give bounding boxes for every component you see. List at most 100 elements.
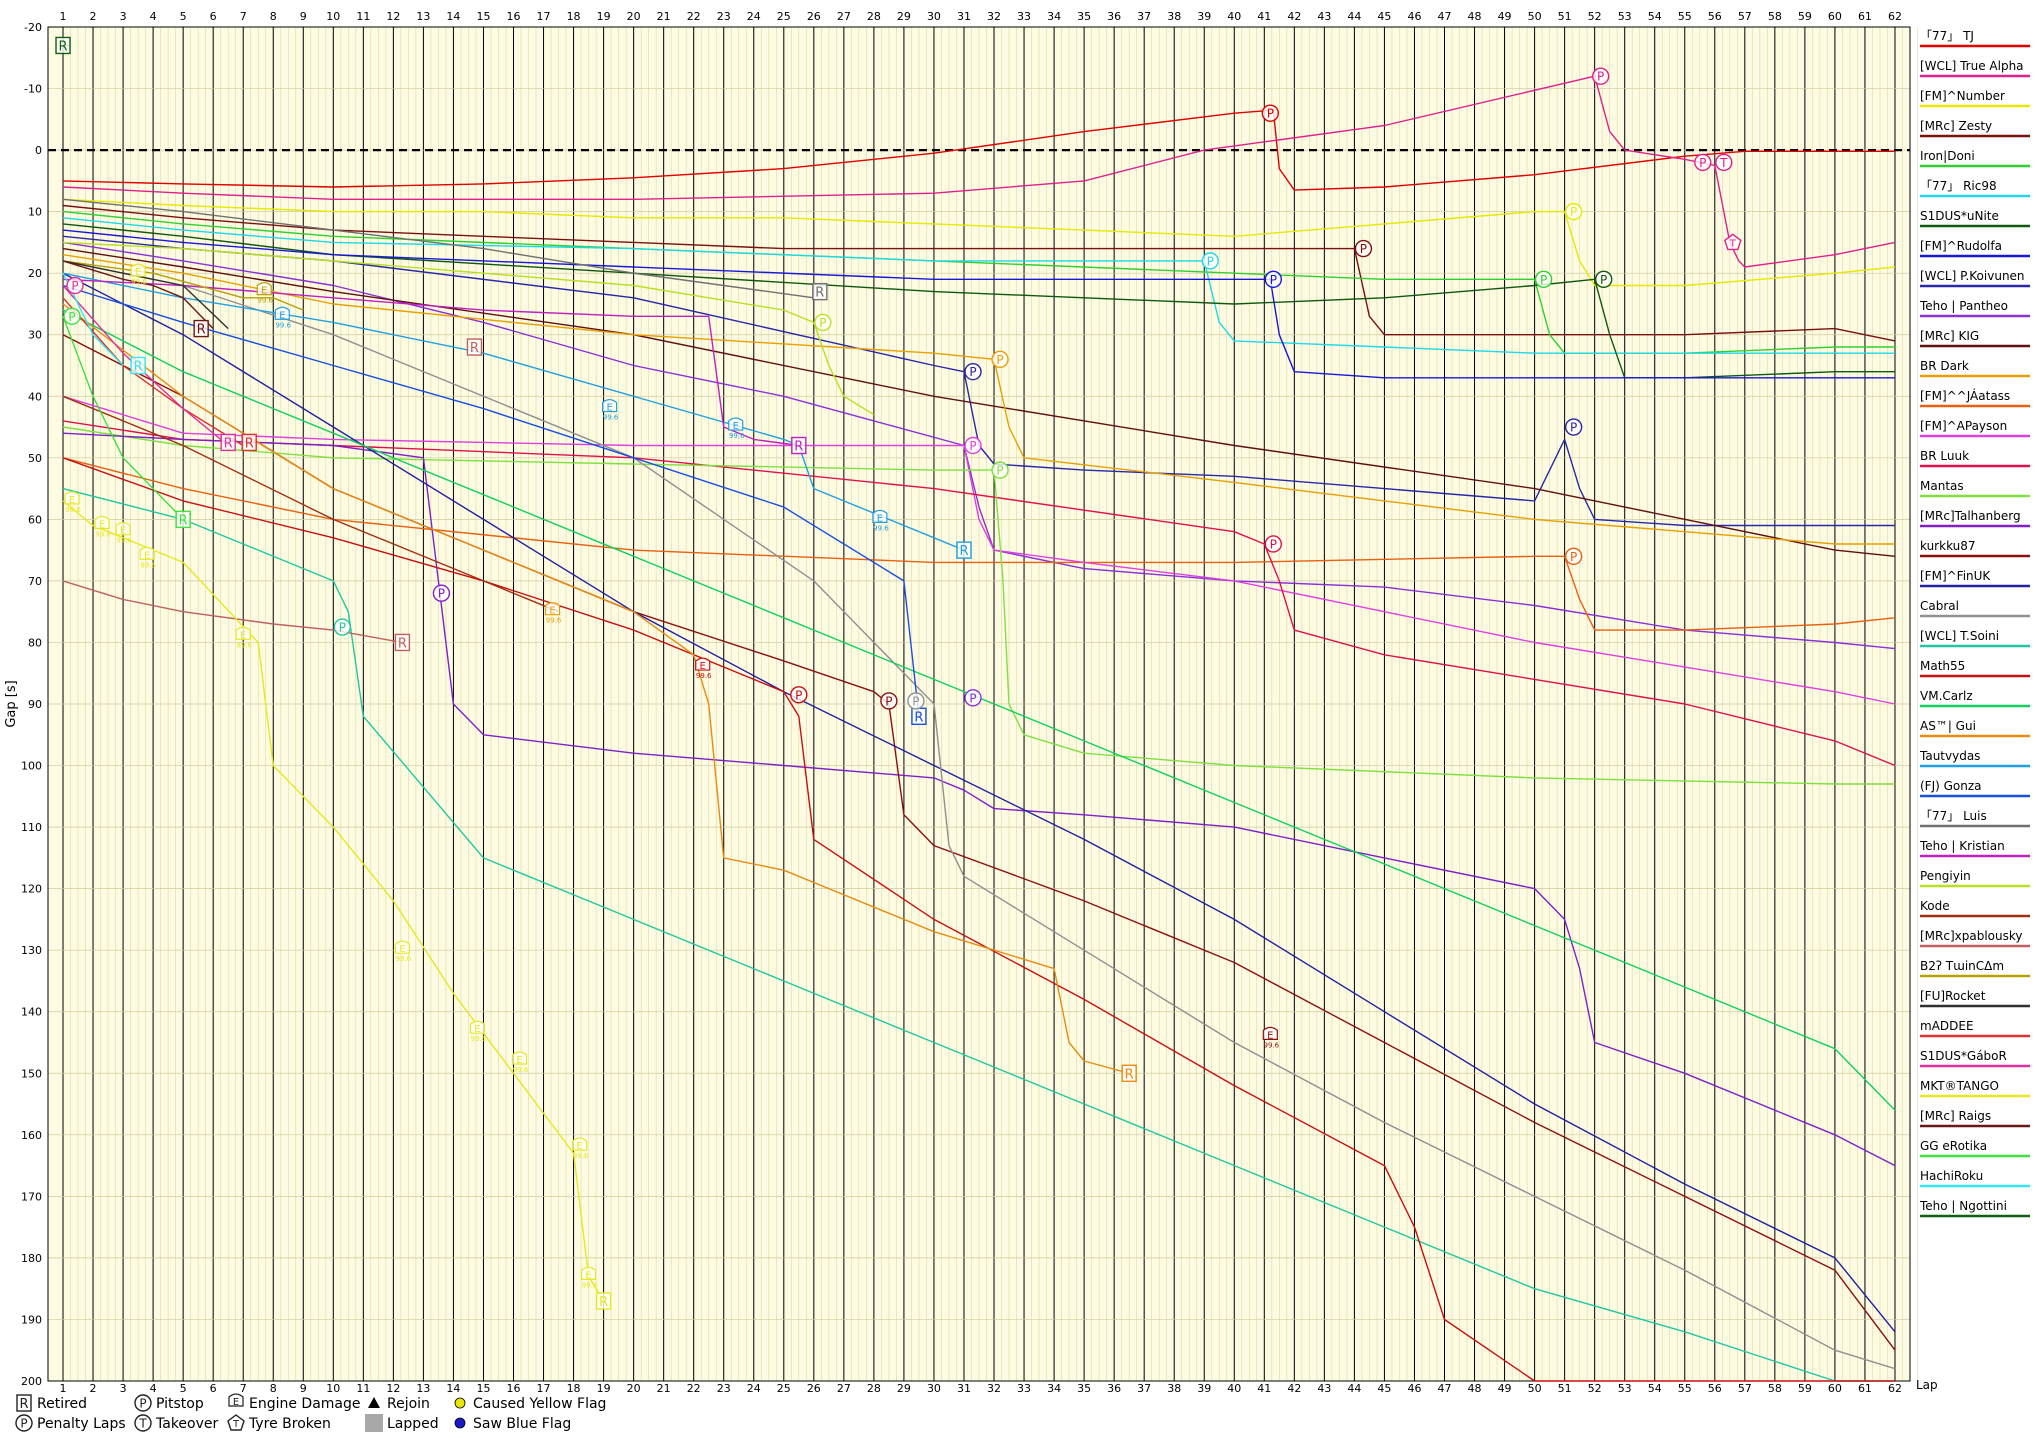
x-tick-label-top: 20 bbox=[627, 10, 641, 23]
x-tick-label-top: 24 bbox=[747, 10, 761, 23]
event-marker-51-letter: E bbox=[516, 1055, 522, 1066]
event-marker-45-note: 99.6 bbox=[131, 278, 147, 286]
legend-label-3: [MRc] Zesty bbox=[1920, 119, 1992, 133]
y-tick-label: -10 bbox=[24, 83, 42, 96]
legend-label-17: kurkku87 bbox=[1920, 539, 1976, 553]
x-tick-label-top: 35 bbox=[1077, 10, 1091, 23]
marker-key-1-label: Pitstop bbox=[156, 1396, 204, 1412]
x-axis-label: Lap bbox=[1916, 1378, 1938, 1392]
x-tick-label-bottom: 3 bbox=[120, 1382, 127, 1395]
x-tick-label-bottom: 62 bbox=[1888, 1382, 1902, 1395]
series-line-9 bbox=[62, 241, 1896, 650]
x-tick-label-top: 13 bbox=[416, 10, 430, 23]
series-line-13 bbox=[62, 395, 1896, 705]
x-tick-label-bottom: 48 bbox=[1468, 1382, 1482, 1395]
event-marker-37-ring bbox=[1594, 270, 1613, 289]
series-line-28 bbox=[62, 241, 875, 416]
event-marker-26-ring bbox=[991, 461, 1009, 479]
x-tick-label-bottom: 9 bbox=[300, 1382, 307, 1395]
event-marker-41-shape bbox=[64, 491, 80, 505]
x-tick-label-top: 16 bbox=[507, 10, 521, 23]
event-marker-42-note: 99.6 bbox=[95, 531, 111, 539]
legend-label-30: [MRc]xpablousky bbox=[1920, 929, 2023, 943]
event-marker-49-shape bbox=[394, 940, 410, 954]
marker-key-2-label: Engine Damage bbox=[249, 1396, 361, 1412]
event-marker-42-shape bbox=[94, 515, 110, 530]
tick-labels: 1122334455667788991010111112121313141415… bbox=[21, 10, 1902, 1395]
event-marker-49-letter: E bbox=[399, 944, 405, 955]
event-marker-10-letter: R bbox=[815, 286, 824, 301]
x-tick-label-top: 57 bbox=[1738, 10, 1752, 23]
series-line-11 bbox=[62, 254, 1895, 545]
event-marker-57-shape bbox=[728, 417, 744, 431]
legend-label-8: [WCL] P.Koivunen bbox=[1920, 269, 2025, 283]
event-marker-3-box bbox=[193, 319, 209, 338]
marker-key-5-label: Penalty Laps bbox=[37, 1416, 126, 1432]
series-line-19 bbox=[62, 260, 1896, 1370]
x-tick-label-top: 45 bbox=[1377, 10, 1391, 23]
event-marker-58-shape bbox=[872, 509, 888, 523]
event-marker-43-note: 99.6 bbox=[116, 537, 132, 545]
plot-frame bbox=[47, 26, 1911, 1382]
x-tick-label-bottom: 37 bbox=[1137, 1382, 1151, 1395]
legend-label-26: 「77」 Luis bbox=[1920, 809, 1987, 823]
x-tick-label-bottom: 41 bbox=[1257, 1382, 1271, 1395]
x-tick-label-top: 42 bbox=[1287, 10, 1301, 23]
event-marker-27-letter: P bbox=[1207, 254, 1214, 268]
legend-label-35: MKT®TANGO bbox=[1920, 1079, 1999, 1093]
y-tick-label: 200 bbox=[21, 1375, 42, 1388]
event-marker-46-shape bbox=[235, 626, 251, 640]
x-tick-label-bottom: 8 bbox=[270, 1382, 277, 1395]
x-tick-label-bottom: 39 bbox=[1197, 1382, 1211, 1395]
event-marker-53-shape bbox=[571, 1137, 588, 1151]
legend-label-7: [FM]^Rudolfa bbox=[1920, 239, 2002, 253]
x-tick-label-bottom: 52 bbox=[1588, 1382, 1602, 1395]
legend-label-29: Kode bbox=[1920, 899, 1950, 913]
legend-label-33: mADDEE bbox=[1920, 1019, 1974, 1033]
event-marker-37-letter: P bbox=[1600, 273, 1607, 287]
marker-key-5-letter: P bbox=[20, 1417, 27, 1431]
event-marker-38-letter: P bbox=[1699, 156, 1706, 170]
x-tick-label-top: 1 bbox=[60, 10, 67, 23]
x-tick-label-bottom: 15 bbox=[476, 1382, 490, 1395]
x-tick-label-top: 18 bbox=[567, 10, 581, 23]
legend-label-27: Teho | Kristian bbox=[1919, 839, 2005, 853]
event-marker-48-letter: E bbox=[279, 310, 285, 321]
series-line-5 bbox=[62, 217, 1895, 354]
event-marker-9-box bbox=[791, 436, 807, 455]
series-line-26 bbox=[62, 198, 814, 299]
event-marker-50-note: 99.6 bbox=[471, 1035, 487, 1043]
event-marker-39-ring bbox=[1715, 153, 1733, 172]
x-tick-label-top: 2 bbox=[90, 10, 97, 23]
event-marker-57-note: 99.6 bbox=[729, 432, 745, 440]
event-marker-18-ring bbox=[790, 686, 808, 704]
event-marker-40-letter: T bbox=[1729, 238, 1737, 249]
event-marker-36-letter: P bbox=[1597, 70, 1604, 84]
marker-key-2-shape bbox=[228, 1393, 244, 1407]
legend-label-39: Teho | Ngottini bbox=[1919, 1199, 2007, 1213]
marker-key-3-triangle bbox=[368, 1397, 380, 1408]
marker-key-6-label: Takeover bbox=[155, 1416, 218, 1432]
event-marker-6-box bbox=[394, 633, 411, 652]
x-tick-label-bottom: 18 bbox=[567, 1382, 581, 1395]
x-tick-label-top: 4 bbox=[150, 10, 157, 23]
series-line-27 bbox=[62, 278, 799, 447]
y-tick-label: 120 bbox=[21, 883, 42, 896]
event-marker-44-letter: E bbox=[144, 550, 150, 561]
event-marker-44-shape bbox=[139, 546, 155, 560]
x-tick-label-top: 51 bbox=[1558, 10, 1572, 23]
series-line-34 bbox=[62, 285, 229, 447]
event-marker-21-letter: P bbox=[912, 694, 919, 708]
series-line-10 bbox=[62, 247, 1896, 557]
x-tick-label-bottom: 46 bbox=[1407, 1382, 1421, 1395]
x-tick-label-top: 6 bbox=[210, 10, 217, 23]
x-tick-label-bottom: 40 bbox=[1227, 1382, 1241, 1395]
event-marker-15-ring bbox=[63, 307, 81, 325]
x-tick-label-bottom: 44 bbox=[1347, 1382, 1361, 1395]
event-marker-48-note: 99.6 bbox=[275, 321, 291, 329]
event-marker-18-letter: P bbox=[795, 688, 802, 702]
y-tick-label: 50 bbox=[28, 452, 42, 465]
event-marker-44-note: 99.6 bbox=[140, 561, 156, 569]
x-tick-label-bottom: 60 bbox=[1828, 1382, 1842, 1395]
y-tick-label: 190 bbox=[21, 1313, 42, 1326]
